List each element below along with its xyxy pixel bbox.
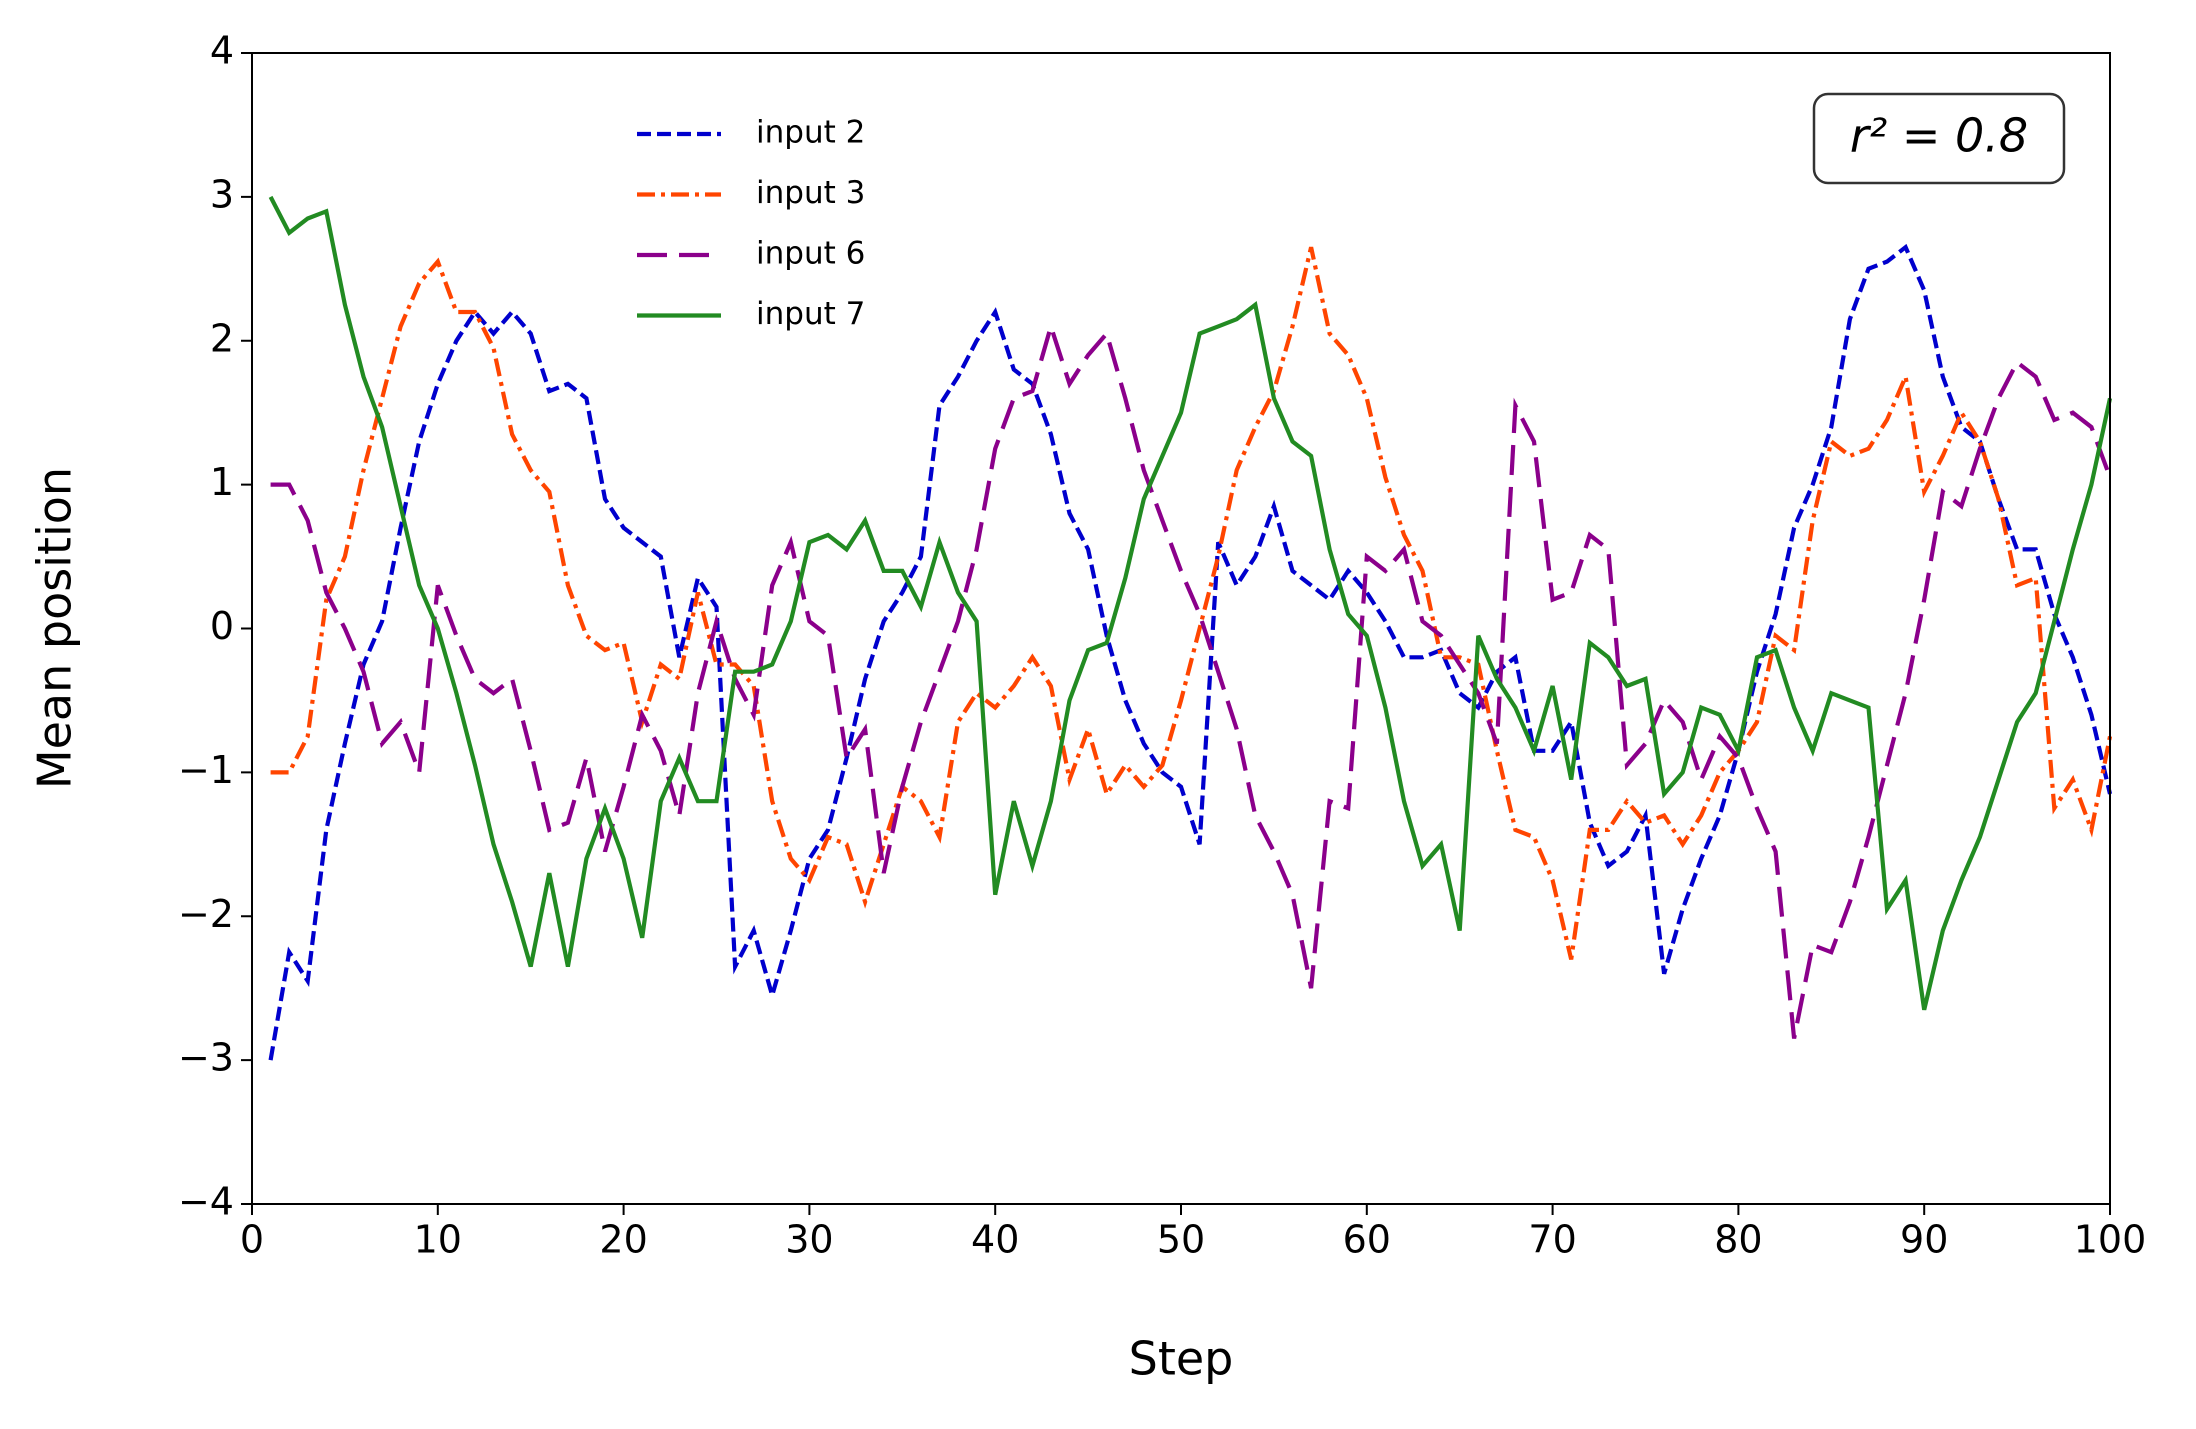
- x-tick-label: 10: [414, 1218, 462, 1262]
- y-tick-label: 3: [210, 172, 234, 216]
- series-line: [268, 195, 2113, 1011]
- y-tick-label: −4: [178, 1180, 234, 1224]
- legend-label: input 3: [756, 175, 865, 211]
- x-tick-label: 0: [240, 1218, 264, 1262]
- annotation-box: [1812, 92, 2066, 185]
- x-tick-label: 30: [785, 1218, 833, 1262]
- x-axis-label: Step: [1129, 1332, 1234, 1386]
- annotation: r² = 0.8: [1850, 109, 2028, 163]
- y-tick-label: −3: [178, 1036, 234, 1080]
- x-tick-label: 80: [1714, 1218, 1762, 1262]
- x-tick-label: 40: [971, 1218, 1019, 1262]
- series-line: [270, 319, 2112, 1039]
- y-tick-label: 2: [210, 316, 234, 360]
- y-tick-label: −2: [178, 892, 234, 936]
- series-line: [270, 246, 2113, 960]
- y-axis-label: Mean position: [28, 467, 82, 789]
- x-tick-label: 50: [1157, 1218, 1205, 1262]
- x-tick-label: 70: [1528, 1218, 1576, 1262]
- legend-label: input 6: [756, 236, 865, 272]
- legend-label: input 2: [756, 115, 865, 151]
- y-tick-label: 4: [210, 29, 234, 73]
- x-tick-label: 20: [599, 1218, 647, 1262]
- y-tick-label: −1: [178, 748, 234, 792]
- y-tick-label: 0: [210, 604, 234, 648]
- plot-frame: [251, 52, 2111, 1205]
- x-tick-label: 60: [1343, 1218, 1391, 1262]
- y-tick-label: 1: [210, 460, 234, 504]
- x-tick-label: 90: [1900, 1218, 1948, 1262]
- legend-label: input 7: [756, 296, 865, 332]
- x-tick-label: 100: [2074, 1218, 2147, 1262]
